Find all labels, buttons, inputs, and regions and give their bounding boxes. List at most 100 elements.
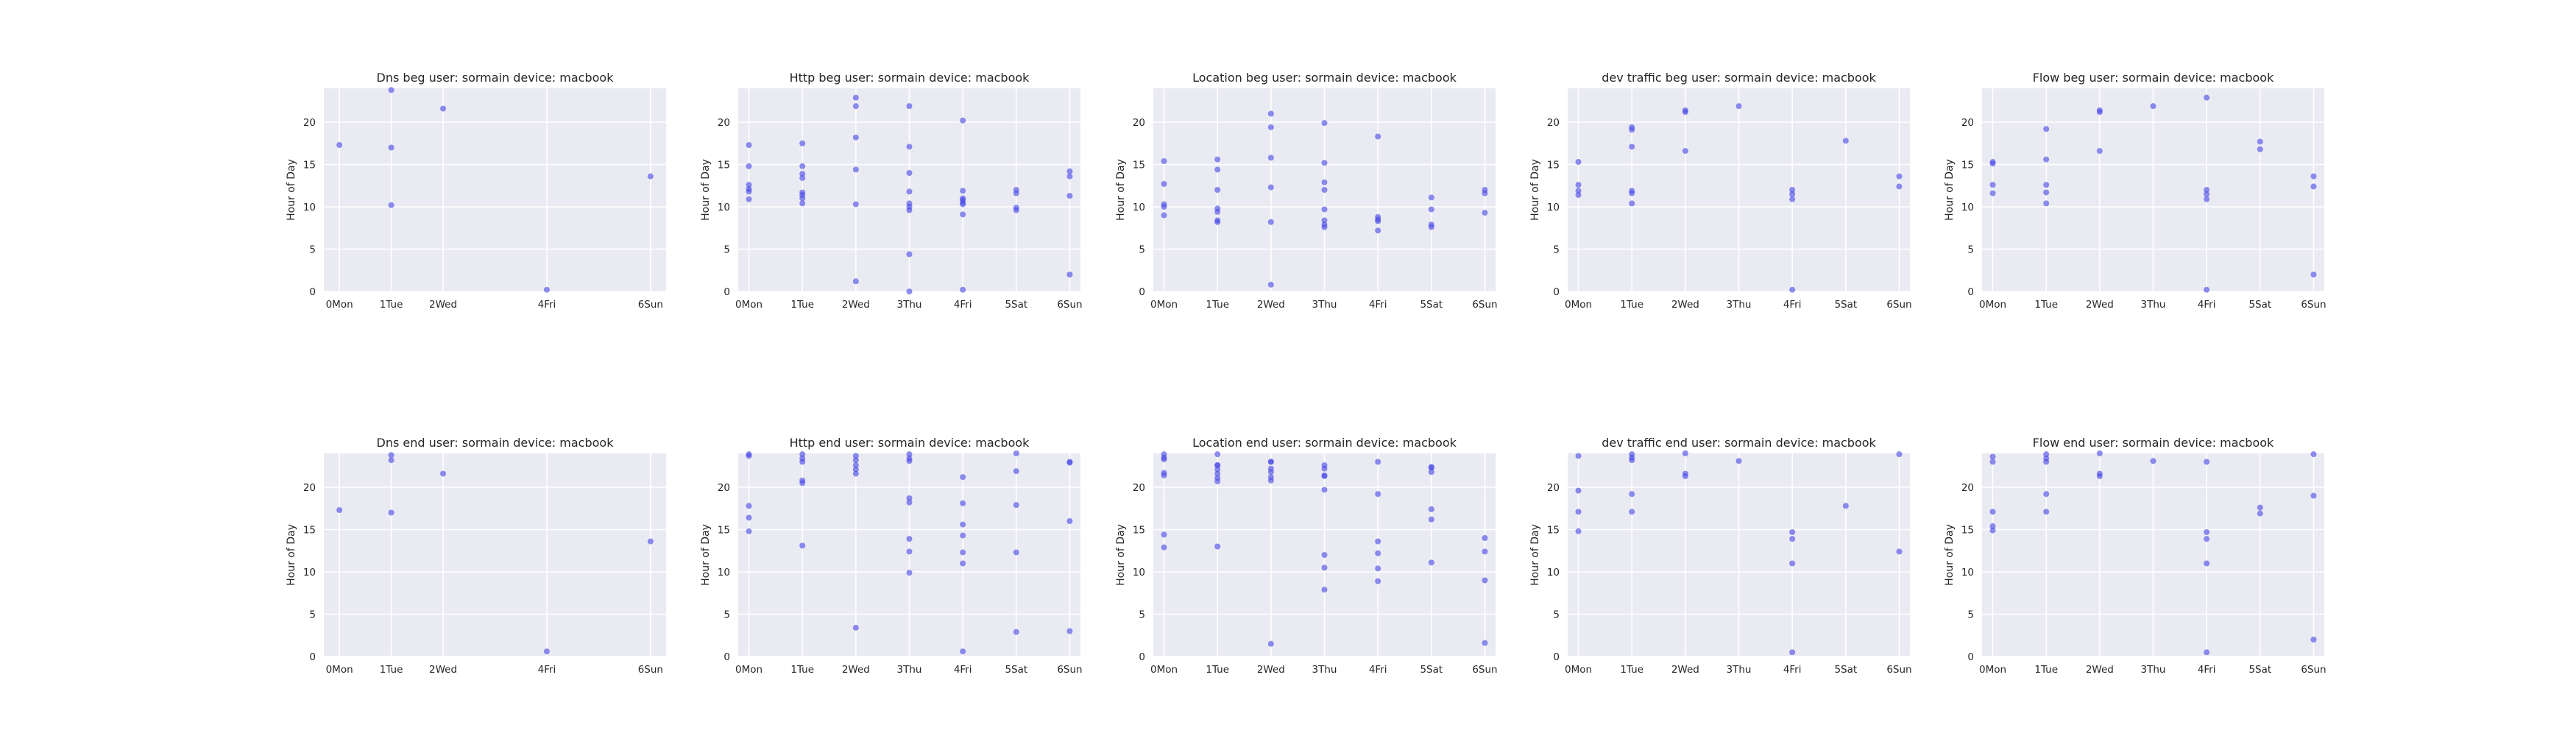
data-point	[2043, 126, 2050, 132]
x-tick-label: 1Tue	[790, 299, 814, 311]
data-point	[960, 286, 966, 293]
data-point	[1629, 457, 1635, 464]
y-tick-label: 5	[723, 609, 730, 621]
chart-title: Location beg user: sormain device: macbo…	[1192, 71, 1457, 85]
x-tick-label: 1Tue	[1620, 664, 1643, 676]
y-axis-label: Hour of Day	[286, 159, 297, 221]
data-point	[1629, 509, 1635, 515]
data-point	[852, 103, 859, 110]
data-point	[1682, 148, 1688, 155]
data-point	[336, 507, 343, 514]
x-tick-label: 6Sun	[2301, 299, 2326, 311]
chart-title: Dns beg user: sormain device: macbook	[377, 71, 615, 85]
x-tick-label: 3Thu	[897, 664, 922, 676]
data-point	[1321, 465, 1328, 472]
data-point	[2310, 451, 2317, 458]
x-tick-label: 6Sun	[1472, 664, 1497, 676]
x-tick-label: 5Sat	[1420, 664, 1443, 676]
data-point	[2043, 182, 2050, 188]
data-point	[1375, 218, 1381, 224]
x-tick-label: 0Mon	[1565, 299, 1592, 311]
data-point	[1267, 184, 1274, 191]
data-point	[1267, 110, 1274, 117]
data-point	[1735, 458, 1742, 464]
data-point	[746, 163, 752, 169]
data-point	[1428, 516, 1434, 523]
data-point	[2204, 187, 2210, 193]
data-point	[2257, 146, 2263, 152]
x-tick-label: 0Mon	[1150, 664, 1178, 676]
data-point	[960, 560, 966, 567]
x-tick-label: 2Wed	[1257, 299, 1285, 311]
data-point	[1375, 578, 1381, 584]
plot-area	[324, 88, 666, 291]
y-tick-label: 0	[1553, 651, 1560, 663]
x-tick-label: 1Tue	[380, 664, 403, 676]
data-point	[1267, 640, 1274, 647]
chart-panel: 0Mon 1Tue 2Wed 4Fri 6Sun 0 5 10 15 20 Dns end user…	[286, 436, 666, 676]
data-point	[1575, 159, 1582, 166]
y-tick-label: 0	[723, 651, 730, 663]
data-point	[1482, 210, 1488, 216]
data-point	[1482, 640, 1488, 646]
data-point	[906, 499, 913, 506]
data-point	[1214, 219, 1221, 225]
x-tick-label: 0Mon	[1150, 299, 1178, 311]
y-tick-label: 5	[1553, 244, 1560, 256]
data-point	[852, 462, 859, 469]
x-tick-label: 1Tue	[1206, 664, 1229, 676]
data-point	[2204, 528, 2210, 535]
data-point	[799, 480, 806, 486]
y-tick-label: 20	[1547, 482, 1560, 494]
data-point	[1482, 535, 1488, 541]
y-tick-label: 15	[1547, 525, 1560, 537]
data-point	[746, 528, 752, 534]
data-point	[543, 648, 550, 655]
data-point	[1989, 190, 1996, 197]
data-point	[2204, 560, 2210, 567]
data-point	[1214, 462, 1221, 469]
data-point	[1161, 180, 1167, 187]
y-tick-label: 15	[1961, 160, 1974, 171]
data-point	[960, 188, 966, 194]
data-point	[1161, 204, 1167, 210]
data-point	[2310, 637, 2317, 643]
x-tick-label: 2Wed	[429, 299, 457, 311]
data-point	[388, 144, 394, 151]
data-point	[906, 570, 913, 576]
x-tick-label: 5Sat	[1005, 299, 1027, 311]
x-tick-label: 0Mon	[1979, 299, 2006, 311]
data-point	[2310, 272, 2317, 277]
x-tick-label: 6Sun	[638, 664, 663, 676]
data-point	[1214, 187, 1221, 193]
data-point	[746, 188, 752, 195]
data-point	[1896, 183, 1903, 190]
x-tick-label: 2Wed	[2086, 299, 2114, 311]
data-point	[1267, 477, 1274, 484]
y-tick-label: 20	[1547, 117, 1560, 129]
data-point	[336, 142, 343, 149]
data-point	[1989, 160, 1996, 167]
data-point	[1375, 459, 1381, 465]
data-point	[388, 87, 394, 93]
x-tick-label: 4Fri	[954, 664, 972, 676]
data-point	[1066, 459, 1073, 466]
data-point	[2204, 649, 2210, 656]
data-point	[1066, 168, 1073, 174]
data-point	[852, 278, 859, 285]
x-tick-label: 3Thu	[1312, 299, 1337, 311]
data-point	[543, 286, 550, 293]
data-point	[852, 134, 859, 141]
data-point	[1789, 286, 1796, 293]
data-point	[960, 500, 966, 506]
data-point	[799, 200, 806, 207]
data-point	[1214, 466, 1221, 473]
y-tick-label: 10	[1961, 202, 1974, 213]
data-point	[1629, 491, 1635, 498]
data-point	[1842, 138, 1849, 144]
x-tick-label: 2Wed	[1257, 664, 1285, 676]
data-point	[1013, 207, 1019, 213]
data-point	[2257, 504, 2263, 511]
data-point	[906, 289, 913, 294]
data-point	[1789, 528, 1796, 535]
